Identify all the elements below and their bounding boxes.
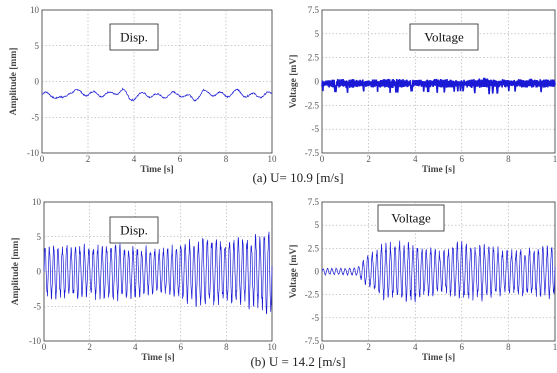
x-tick-label: 4 [133, 342, 138, 352]
annotation-label: Voltage [424, 30, 464, 45]
x-tick-label: 8 [224, 154, 229, 164]
x-axis-label: Time [s] [141, 353, 174, 363]
x-tick-label: 2 [87, 342, 92, 352]
y-tick-label: 10 [30, 5, 40, 15]
y-tick-label: -5 [312, 124, 320, 134]
y-tick-label: 2.5 [308, 53, 320, 63]
x-axis-label: Time [s] [422, 165, 455, 175]
x-tick-label: 0 [42, 342, 47, 352]
y-tick-label: 0 [37, 267, 42, 277]
x-tick-label: 4 [413, 342, 418, 352]
series-line [41, 87, 273, 102]
series-line [321, 240, 556, 303]
x-tick-label: 2 [366, 342, 371, 352]
x-tick-label: 0 [320, 154, 325, 164]
y-tick-label: 0 [35, 77, 40, 87]
annotation-label: Disp. [120, 223, 148, 238]
x-tick-label: 2 [86, 154, 91, 164]
x-tick-label: 10 [268, 154, 278, 164]
y-tick-label: -10 [27, 148, 39, 158]
y-tick-label: -7.5 [305, 148, 320, 158]
x-tick-label: 10 [268, 342, 278, 352]
y-tick-label: 10 [32, 197, 42, 207]
x-tick-label: 6 [460, 342, 465, 352]
x-axis-label: Time [s] [140, 165, 173, 175]
caption-b: (b) U = 14.2 [m/s] [250, 354, 345, 369]
series-line [321, 77, 556, 95]
x-tick-label: 2 [366, 154, 371, 164]
series-line [43, 231, 273, 315]
x-tick-label: 8 [506, 154, 511, 164]
x-tick-label: 0 [40, 154, 45, 164]
panel-bottom-right: 0 2 4 6 8 1 7.5 5 2.5 0 -2.5 -5 -7.5 Time [s] Voltage … [289, 197, 557, 363]
y-axis-label: Voltage [mV] [289, 55, 299, 109]
caption-a: (a) U= 10.9 [m/s] [252, 170, 343, 185]
y-tick-label: -7.5 [305, 336, 320, 346]
annotation-label: Disp. [120, 30, 148, 45]
y-tick-label: 0 [315, 267, 320, 277]
annotation-box [377, 204, 445, 232]
y-tick-label: 0 [315, 77, 320, 87]
y-tick-label: 5 [315, 220, 320, 230]
panel-top-left: 0 2 4 6 8 10 10 5 0 -5 -10 Time [s] Amplitude [mm] Di… [9, 5, 277, 175]
x-tick-label: 4 [413, 154, 418, 164]
y-tick-label: -5 [312, 313, 320, 323]
y-tick-label: 5 [37, 232, 42, 242]
x-tick-label: 0 [320, 342, 325, 352]
x-tick-label: 6 [178, 154, 183, 164]
y-tick-label: 2.5 [308, 243, 320, 253]
y-tick-label: -5 [34, 301, 42, 311]
y-tick-label: 5 [35, 41, 40, 51]
x-tick-label: 4 [132, 154, 137, 164]
y-tick-label: 5 [315, 29, 320, 39]
y-tick-label: 7.5 [308, 5, 320, 15]
y-axis-label: Voltage [mV] [289, 245, 299, 299]
x-tick-label: 1 [553, 154, 557, 164]
annotation-box [409, 23, 479, 51]
y-tick-label: 7.5 [308, 197, 320, 207]
x-tick-label: 6 [460, 154, 465, 164]
x-tick-label: 6 [179, 342, 184, 352]
y-tick-label: -2.5 [305, 100, 320, 110]
annotation-box [109, 216, 159, 244]
x-tick-label: 8 [506, 342, 511, 352]
y-tick-label: -2.5 [305, 290, 320, 300]
panel-bottom-left: 0 2 4 6 8 10 10 5 0 -5 -10 Time [s] Amplitude [mm] Di… [11, 197, 277, 363]
y-axis-label: Amplitude [mm] [11, 238, 21, 306]
annotation-box [109, 23, 159, 51]
x-tick-label: 1 [553, 342, 557, 352]
y-tick-label: -10 [29, 336, 41, 346]
annotation-label: Voltage [391, 211, 431, 226]
x-tick-label: 8 [224, 342, 229, 352]
x-axis-label: Time [s] [422, 353, 455, 363]
panel-top-right: 0 2 4 6 8 1 7.5 5 2.5 0 -2.5 -5 -7.5 Time [s] Voltage … [289, 5, 557, 175]
y-axis-label: Amplitude [mm] [9, 48, 19, 116]
y-tick-label: -5 [32, 112, 40, 122]
